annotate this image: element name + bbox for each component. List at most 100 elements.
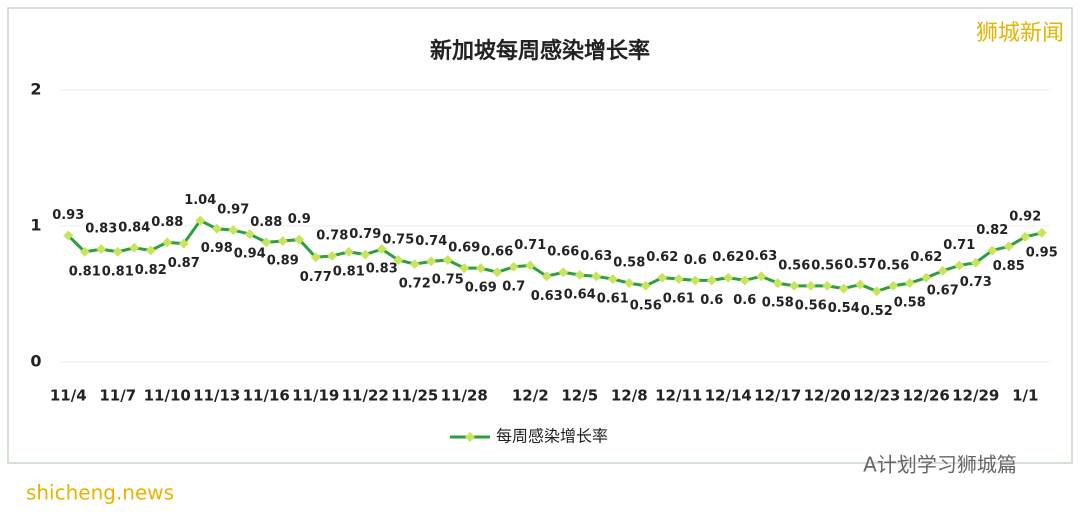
point-marker (607, 274, 618, 284)
data-label: 0.82 (976, 223, 1008, 238)
data-label: 0.61 (597, 292, 629, 307)
data-label: 0.94 (234, 247, 266, 262)
data-label: 0.62 (712, 250, 744, 265)
legend-marker (465, 432, 475, 442)
point-marker (541, 271, 552, 282)
point-marker (789, 280, 800, 291)
data-label: 0.81 (69, 264, 101, 279)
point-marker (492, 267, 503, 278)
point-marker (79, 246, 90, 257)
point-marker (624, 278, 635, 289)
point-marker (904, 278, 915, 289)
point-marker (1020, 231, 1031, 242)
y-tick-label: 2 (30, 80, 41, 99)
data-label: 0.61 (663, 292, 695, 307)
data-label: 0.95 (1026, 245, 1058, 260)
x-tick-label: 11/4 (50, 387, 87, 405)
point-marker (756, 271, 767, 282)
point-marker (1036, 227, 1047, 238)
data-label: 0.93 (52, 208, 84, 223)
point-marker (871, 286, 882, 297)
data-label: 0.69 (465, 281, 497, 296)
data-label: 0.56 (795, 298, 827, 313)
point-marker (294, 234, 305, 245)
point-marker (459, 263, 470, 274)
point-marker (805, 280, 816, 291)
data-label: 0.87 (168, 256, 200, 271)
point-marker (63, 230, 74, 241)
point-marker (723, 272, 734, 283)
data-label: 0.66 (547, 245, 579, 260)
point-marker (277, 236, 288, 246)
point-marker (558, 267, 569, 278)
x-tick-label: 12/29 (952, 387, 999, 405)
point-marker (706, 275, 717, 286)
point-marker (772, 278, 783, 289)
data-label: 0.81 (102, 264, 134, 279)
data-label: 0.57 (844, 257, 876, 272)
wechat-watermark: A计划学习狮城篇 (863, 453, 1017, 477)
data-label: 0.62 (910, 250, 942, 265)
data-label: 0.81 (333, 264, 365, 279)
data-label: 0.58 (613, 256, 645, 271)
data-label: 0.73 (960, 275, 992, 290)
point-marker (211, 223, 222, 234)
data-label: 0.66 (481, 245, 513, 260)
point-marker (393, 255, 404, 265)
data-label: 0.9 (288, 212, 311, 227)
data-label: 0.6 (700, 293, 723, 308)
point-marker (244, 229, 255, 240)
data-label: 0.98 (201, 241, 233, 256)
point-marker (409, 259, 420, 270)
point-marker (376, 244, 387, 255)
point-marker (525, 260, 536, 271)
data-label: 0.63 (580, 249, 612, 264)
point-marker (129, 242, 140, 253)
site-watermark: shicheng.news (26, 481, 174, 505)
point-marker (937, 265, 948, 276)
x-tick-label: 1/1 (1012, 387, 1038, 405)
point-marker (1003, 241, 1014, 252)
data-label: 0.69 (448, 241, 480, 256)
x-tick-label: 11/16 (243, 387, 290, 405)
point-marker (673, 274, 684, 284)
y-tick-label: 1 (30, 216, 41, 235)
point-marker (987, 245, 998, 256)
data-label: 0.92 (1009, 209, 1041, 224)
point-marker (162, 237, 173, 248)
data-label: 0.78 (316, 228, 348, 243)
data-label: 0.71 (943, 238, 975, 253)
data-label: 0.85 (993, 259, 1025, 274)
data-label: 1.04 (184, 193, 216, 208)
x-tick-label: 11/25 (391, 387, 438, 405)
x-tick-label: 12/5 (561, 387, 598, 405)
point-marker (112, 246, 123, 257)
point-marker (343, 246, 354, 257)
x-tick-label: 12/2 (512, 387, 549, 405)
chart-frame (7, 7, 1073, 464)
data-label: 0.97 (217, 203, 249, 218)
data-label: 0.62 (646, 250, 678, 265)
point-marker (261, 237, 272, 248)
x-tick-label: 12/11 (655, 387, 702, 405)
data-label: 0.58 (894, 296, 926, 311)
data-label: 0.77 (300, 270, 332, 285)
point-marker (145, 245, 156, 256)
data-label: 0.56 (877, 258, 909, 273)
brand-watermark: 狮城新闻 (976, 21, 1064, 46)
point-marker (657, 272, 668, 283)
x-tick-label: 11/22 (342, 387, 389, 405)
data-label: 0.88 (250, 215, 282, 230)
point-marker (888, 280, 899, 291)
data-label: 0.64 (564, 287, 596, 302)
data-label: 0.83 (85, 222, 117, 237)
data-label: 0.63 (531, 289, 563, 304)
point-marker (228, 225, 239, 236)
x-tick-label: 12/26 (903, 387, 950, 405)
data-label: 0.83 (366, 262, 398, 277)
data-label: 0.74 (415, 234, 447, 249)
data-label: 0.52 (861, 304, 893, 319)
data-label: 0.7 (502, 279, 525, 294)
data-label: 0.6 (733, 293, 756, 308)
